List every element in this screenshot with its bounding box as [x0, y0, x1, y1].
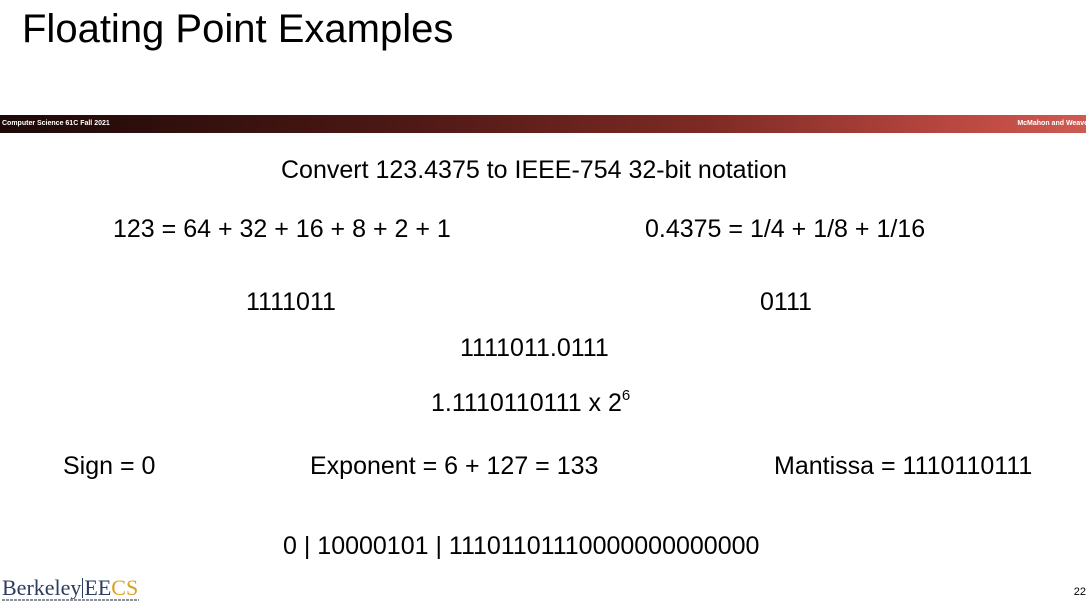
combined-binary: 1111011.0111 — [460, 334, 609, 362]
logo-cs: CS — [111, 575, 139, 600]
integer-binary: 1111011 — [246, 288, 336, 316]
exponent-field: Exponent = 6 + 127 = 133 — [310, 452, 599, 480]
normalized-exponent: 6 — [621, 387, 631, 404]
instructor-label: McMahon and Weave — [1017, 120, 1086, 127]
fraction-binary: 0111 — [760, 288, 812, 316]
normalized-mantissa: 1.1110110111 x 2 — [431, 389, 622, 417]
ieee-result: 0 | 10000101 | 11101101110000000000000 — [283, 532, 760, 560]
integer-sum: 123 = 64 + 32 + 16 + 8 + 2 + 1 — [113, 215, 451, 243]
logo-divider — [82, 578, 84, 598]
slide-title: Floating Point Examples — [22, 7, 454, 51]
logo-berkeley: Berkeley — [2, 575, 82, 600]
conversion-heading: Convert 123.4375 to IEEE-754 32-bit nota… — [281, 156, 787, 184]
logo-underline — [2, 599, 139, 601]
page-number: 22 — [1073, 586, 1086, 598]
course-label: Computer Science 61C Fall 2021 — [2, 120, 110, 127]
fraction-sum: 0.4375 = 1/4 + 1/8 + 1/16 — [645, 215, 926, 243]
header-band: Computer Science 61C Fall 2021 McMahon a… — [0, 115, 1086, 133]
logo-ee: EE — [84, 575, 112, 600]
sign-field: Sign = 0 — [63, 452, 156, 480]
berkeley-eecs-logo: Berkeley EECS — [2, 576, 138, 600]
mantissa-field: Mantissa = 1110110111 — [774, 452, 1033, 480]
normalized-form: 1.1110110111 x 26 — [431, 387, 631, 422]
